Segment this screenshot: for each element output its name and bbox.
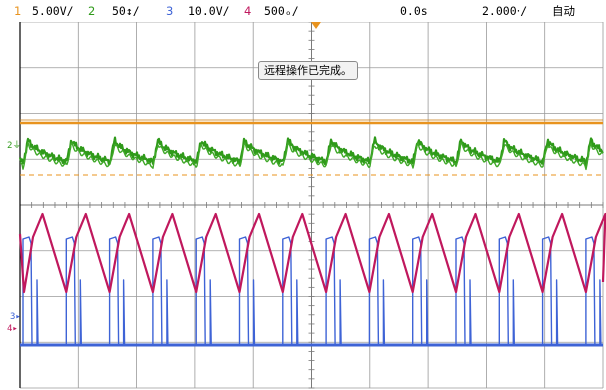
- ch2-ground-marker[interactable]: 2⏚: [7, 141, 22, 151]
- ch2-scale[interactable]: 50↕/: [112, 4, 140, 18]
- time-offset[interactable]: 0.0s: [400, 4, 428, 18]
- ch4-trace: [18, 212, 606, 294]
- trigger-position-icon[interactable]: [311, 22, 321, 29]
- ch2-trace-band: [19, 141, 604, 171]
- acquisition-mode[interactable]: 自动: [552, 4, 575, 18]
- waveform-traces: [18, 119, 606, 347]
- time-scale[interactable]: 2.000‧/: [482, 4, 528, 18]
- ch2-trace: [18, 136, 604, 167]
- ch4-ground-marker[interactable]: 4▸: [7, 324, 18, 334]
- ch2-marker-label: 2: [7, 141, 13, 151]
- ch3-ground-marker[interactable]: 3▸: [10, 312, 21, 322]
- remote-operation-toast: 远程操作已完成。: [258, 61, 358, 80]
- scope-graticule[interactable]: [0, 22, 606, 390]
- ch1-scale[interactable]: 5.00V/: [32, 4, 74, 18]
- ch4-scale[interactable]: 500ₒ/: [264, 4, 299, 18]
- ch3-trace: [20, 236, 602, 346]
- ch3-marker-label: 3: [10, 312, 16, 322]
- ch2-number[interactable]: 2: [88, 4, 96, 18]
- toast-message: 远程操作已完成。: [264, 64, 352, 77]
- scope-status-bar: 1 5.00V/ 2 50↕/ 3 10.0V/ 4 500ₒ/ 0.0s 2.…: [0, 0, 606, 22]
- ch1-number[interactable]: 1: [14, 4, 22, 18]
- ch3-scale[interactable]: 10.0V/: [188, 4, 230, 18]
- ch4-number[interactable]: 4: [244, 4, 252, 18]
- ch3-number[interactable]: 3: [166, 4, 174, 18]
- ch4-marker-label: 4: [7, 324, 13, 334]
